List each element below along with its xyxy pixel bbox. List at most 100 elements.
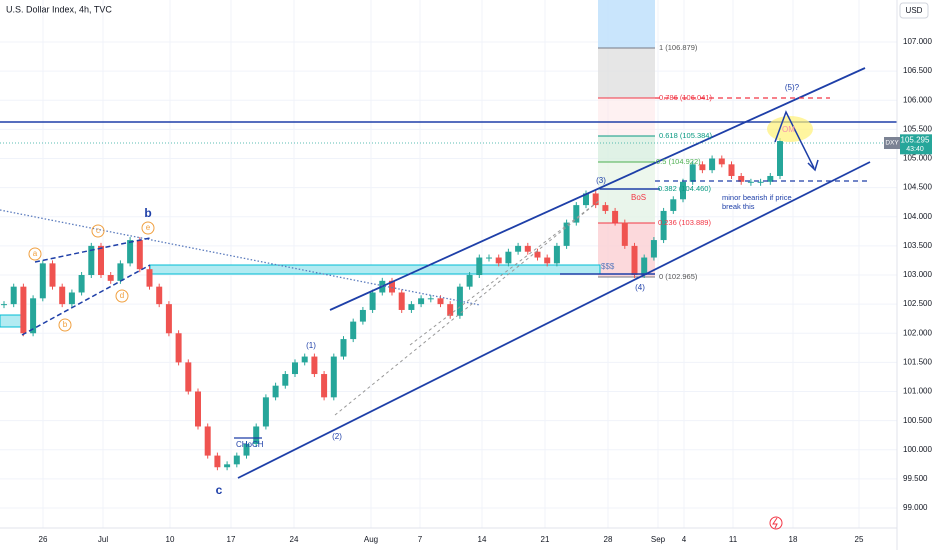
y-tick-label: 101.000 bbox=[903, 387, 932, 396]
candle bbox=[359, 309, 366, 322]
candle bbox=[127, 240, 134, 264]
wave-label: c bbox=[216, 483, 223, 497]
circle-label: a bbox=[33, 249, 38, 258]
candle bbox=[233, 455, 240, 465]
bos-label: BoS bbox=[631, 193, 646, 202]
candle bbox=[583, 193, 589, 206]
x-tick-label: 10 bbox=[166, 535, 175, 544]
candle bbox=[777, 141, 783, 176]
price-label: 105.295 bbox=[901, 135, 930, 144]
circle-label: b bbox=[63, 320, 68, 329]
y-tick-label: 100.000 bbox=[903, 445, 932, 454]
x-tick-label: 7 bbox=[418, 535, 423, 544]
candle bbox=[204, 426, 211, 456]
note: minor bearish if price bbox=[722, 193, 792, 202]
candle bbox=[39, 263, 46, 299]
wave-label: (2) bbox=[332, 432, 342, 441]
candle bbox=[321, 374, 328, 398]
y-tick-label: 105.500 bbox=[903, 124, 932, 133]
fib-label: 0.236 (103.889) bbox=[658, 218, 711, 227]
candle bbox=[185, 362, 192, 392]
candle bbox=[437, 298, 444, 305]
fib-label: 0.5 (104.922) bbox=[656, 157, 701, 166]
x-tick-label: 18 bbox=[789, 535, 798, 544]
candle bbox=[767, 175, 774, 182]
event-icon bbox=[772, 517, 778, 529]
symbol: DXY bbox=[885, 140, 899, 147]
candle bbox=[534, 251, 541, 258]
y-tick-label: 104.000 bbox=[903, 212, 932, 221]
candle bbox=[544, 257, 551, 264]
candle bbox=[650, 240, 657, 258]
candle bbox=[466, 275, 473, 287]
wave-label: (3) bbox=[596, 176, 606, 185]
candle bbox=[78, 275, 85, 293]
y-tick-label: 103.500 bbox=[903, 241, 932, 250]
candle bbox=[136, 240, 143, 270]
y-tick-label: 103.000 bbox=[903, 270, 932, 279]
candle bbox=[98, 245, 104, 276]
candle bbox=[728, 164, 735, 176]
circle-label: e bbox=[146, 223, 151, 232]
axes: 99.000 99.500 100.000 100.500 101.000 101.500… bbox=[39, 37, 932, 544]
candle bbox=[524, 245, 531, 252]
x-tick-label: 21 bbox=[541, 535, 550, 544]
candle bbox=[20, 286, 27, 334]
candle bbox=[515, 245, 522, 252]
candle bbox=[262, 397, 269, 427]
candle bbox=[505, 251, 512, 264]
candle bbox=[214, 455, 221, 468]
candle bbox=[408, 304, 415, 310]
candle bbox=[738, 175, 745, 182]
candle bbox=[156, 286, 163, 305]
y-tick-label: 101.500 bbox=[903, 357, 932, 366]
choch-label: CHoCH bbox=[236, 440, 264, 449]
x-tick-label: 14 bbox=[478, 535, 487, 544]
candle bbox=[631, 245, 638, 276]
candle bbox=[117, 263, 124, 281]
zone bbox=[149, 264, 601, 275]
candle bbox=[612, 210, 619, 223]
x-tick-label: 28 bbox=[604, 535, 613, 544]
candle bbox=[68, 292, 75, 305]
candle bbox=[1, 304, 7, 306]
y-tick-label: 107.000 bbox=[903, 37, 932, 46]
y-tick-label: 102.000 bbox=[903, 328, 932, 337]
candle bbox=[272, 385, 279, 398]
currency[interactable]: USD bbox=[906, 6, 923, 15]
chart-title: U.S. Dollar Index, 4h, TVC bbox=[6, 4, 112, 14]
fib-label: 1 (106.879) bbox=[659, 43, 698, 52]
circle-label: c bbox=[96, 226, 100, 235]
zone-label: OM bbox=[782, 125, 795, 134]
candle bbox=[621, 222, 628, 246]
note: break this bbox=[722, 202, 755, 211]
candle bbox=[709, 158, 716, 171]
candle bbox=[224, 464, 231, 468]
candle bbox=[30, 298, 37, 334]
wave-circles bbox=[28, 221, 155, 332]
wave-label: (1) bbox=[306, 341, 316, 350]
candle bbox=[602, 205, 609, 211]
event-icon[interactable] bbox=[769, 516, 783, 530]
candle bbox=[563, 222, 570, 246]
candle bbox=[311, 356, 318, 375]
x-tick-label: 17 bbox=[227, 535, 236, 544]
candle bbox=[398, 292, 405, 310]
candle bbox=[340, 339, 347, 357]
y-tick-label: 104.500 bbox=[903, 183, 932, 192]
candle bbox=[553, 245, 560, 264]
currency-box[interactable] bbox=[899, 2, 929, 19]
candle bbox=[670, 199, 677, 211]
y-tick-label: 99.500 bbox=[903, 474, 928, 483]
candle bbox=[10, 286, 17, 305]
candle bbox=[253, 426, 260, 444]
candle bbox=[718, 158, 725, 165]
candles bbox=[1, 138, 783, 471]
candle bbox=[146, 269, 153, 287]
candle bbox=[641, 257, 648, 276]
wave-label: b bbox=[144, 206, 151, 220]
candle bbox=[689, 164, 696, 182]
candle bbox=[301, 356, 308, 363]
candle bbox=[350, 321, 357, 340]
